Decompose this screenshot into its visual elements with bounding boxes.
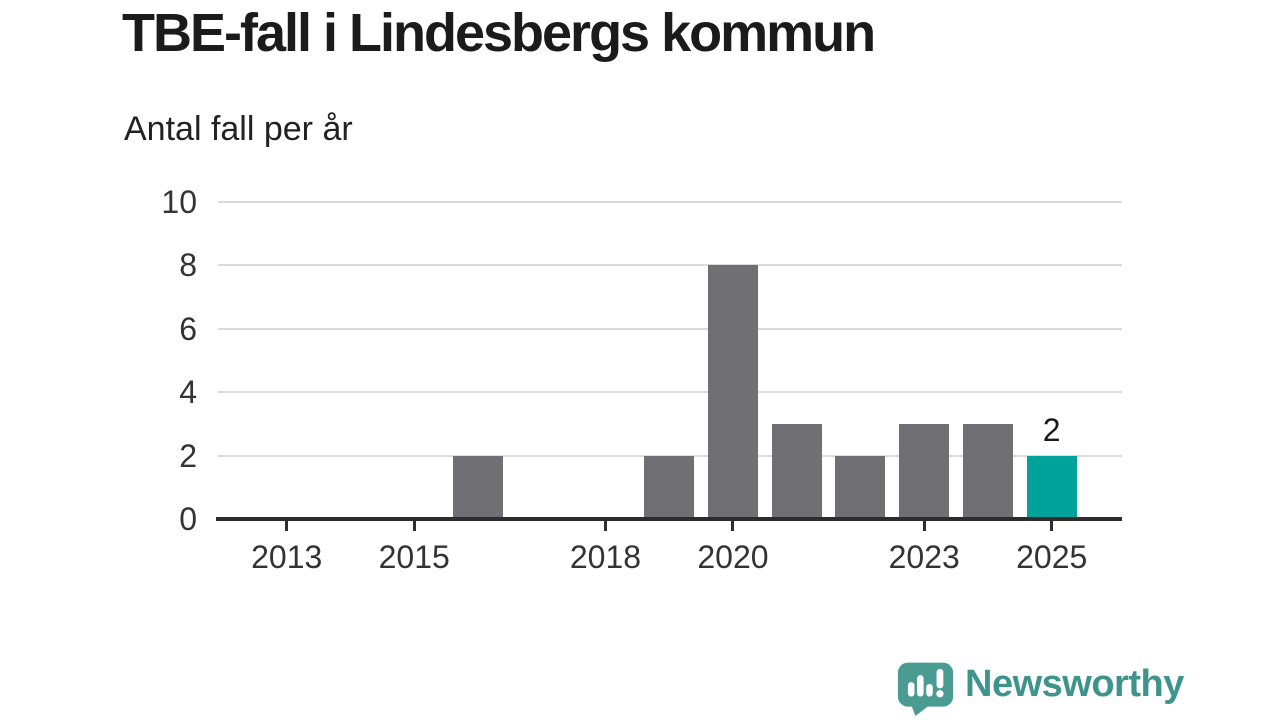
x-axis-line — [216, 517, 1122, 521]
y-tick-label-0: 0 — [179, 501, 197, 537]
y-tick-label-8: 8 — [179, 247, 197, 283]
bar-2019 — [644, 455, 695, 519]
bar-value-label-2025: 2 — [1042, 411, 1061, 448]
bar-2016 — [452, 455, 503, 519]
y-tick-label-10: 10 — [161, 183, 197, 220]
x-tick-2025 — [1050, 521, 1054, 531]
x-tick-label-2023: 2023 — [888, 539, 960, 575]
gridline-y-6 — [218, 327, 1122, 330]
x-tick-label-2020: 2020 — [697, 539, 769, 575]
x-tick-label-2018: 2018 — [569, 539, 642, 575]
x-tick-2023 — [922, 521, 926, 531]
x-tick-2013 — [285, 521, 289, 531]
gridline-y-4 — [218, 391, 1122, 393]
bar-2022 — [835, 455, 886, 519]
y-tick-label-6: 6 — [179, 310, 197, 347]
bar-2021 — [771, 423, 822, 519]
gridline-y-8 — [218, 264, 1122, 266]
bar-2025-highlighted — [1026, 455, 1077, 519]
newsworthy-logo: Newsworthy — [897, 662, 1184, 716]
x-tick-label-2015: 2015 — [378, 539, 450, 575]
x-tick-2015 — [412, 521, 416, 531]
bar-2024 — [962, 423, 1013, 519]
bar-2023 — [899, 423, 950, 519]
y-tick-label-2: 2 — [179, 437, 197, 474]
bar-2020 — [707, 265, 758, 519]
gridline-y-10 — [218, 200, 1122, 203]
y-tick-label-4: 4 — [179, 374, 197, 410]
newsworthy-logo-text: Newsworthy — [965, 663, 1184, 705]
x-tick-label-2013: 2013 — [251, 539, 323, 575]
x-tick-label-2025: 2025 — [1016, 539, 1088, 575]
x-tick-2018 — [603, 521, 607, 531]
x-tick-2020 — [731, 521, 735, 531]
chart-subtitle: Antal fall per år — [124, 110, 353, 148]
newsworthy-logo-icon — [897, 662, 954, 716]
chart-title: TBE-fall i Lindesbergs kommun — [122, 3, 876, 63]
